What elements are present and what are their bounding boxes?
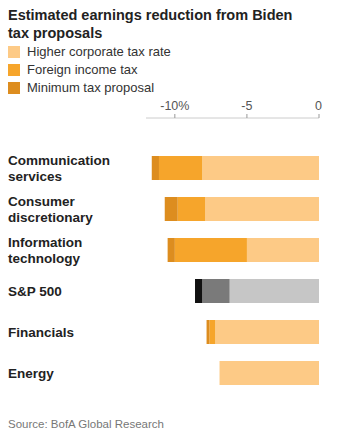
category-label: Energy [8,366,54,381]
legend-swatch [8,46,20,58]
category-label: S&P 500 [8,284,62,299]
bar-segment [168,238,175,262]
tick-mark [246,114,247,118]
legend-label: Minimum tax proposal [27,80,154,95]
tick-label: -5 [241,99,252,113]
category-label: Consumerdiscretionary [8,194,93,225]
category-label: Informationtechnology [8,235,82,266]
bar-segment [178,197,205,221]
tick-mark [319,114,320,118]
bar-segment [207,320,210,344]
category-label: Financials [8,325,74,340]
bar-segment [175,238,247,262]
category-label: Communicationservices [8,153,110,184]
tick-label: 0 [315,99,322,113]
bar-segment [165,197,178,221]
bars [152,156,319,385]
source: Source: BofA Global Research [8,418,164,430]
title: Estimated earnings reduction from Bident… [8,7,292,41]
tick-mark [174,114,175,118]
bar-segment [219,361,220,385]
legend-label: Foreign income tax [27,62,138,77]
bar-segment [202,156,319,180]
legend-swatch [8,64,20,76]
bar-segment [209,320,215,344]
legend-swatch [8,82,20,94]
bar-segment [247,238,319,262]
axis-line [146,118,319,119]
bar-segment [195,279,202,303]
bar-segment [215,320,319,344]
bar-segment [152,156,159,180]
bar-segment [220,361,319,385]
chart: Estimated earnings reduction from Bident… [0,0,339,442]
tick-label: -10% [160,99,189,113]
bar-segment [202,279,229,303]
bar-segment [219,361,220,385]
legend-label: Higher corporate tax rate [27,44,171,59]
bar-segment [159,156,202,180]
bar-segment [205,197,319,221]
bar-segment [230,279,319,303]
